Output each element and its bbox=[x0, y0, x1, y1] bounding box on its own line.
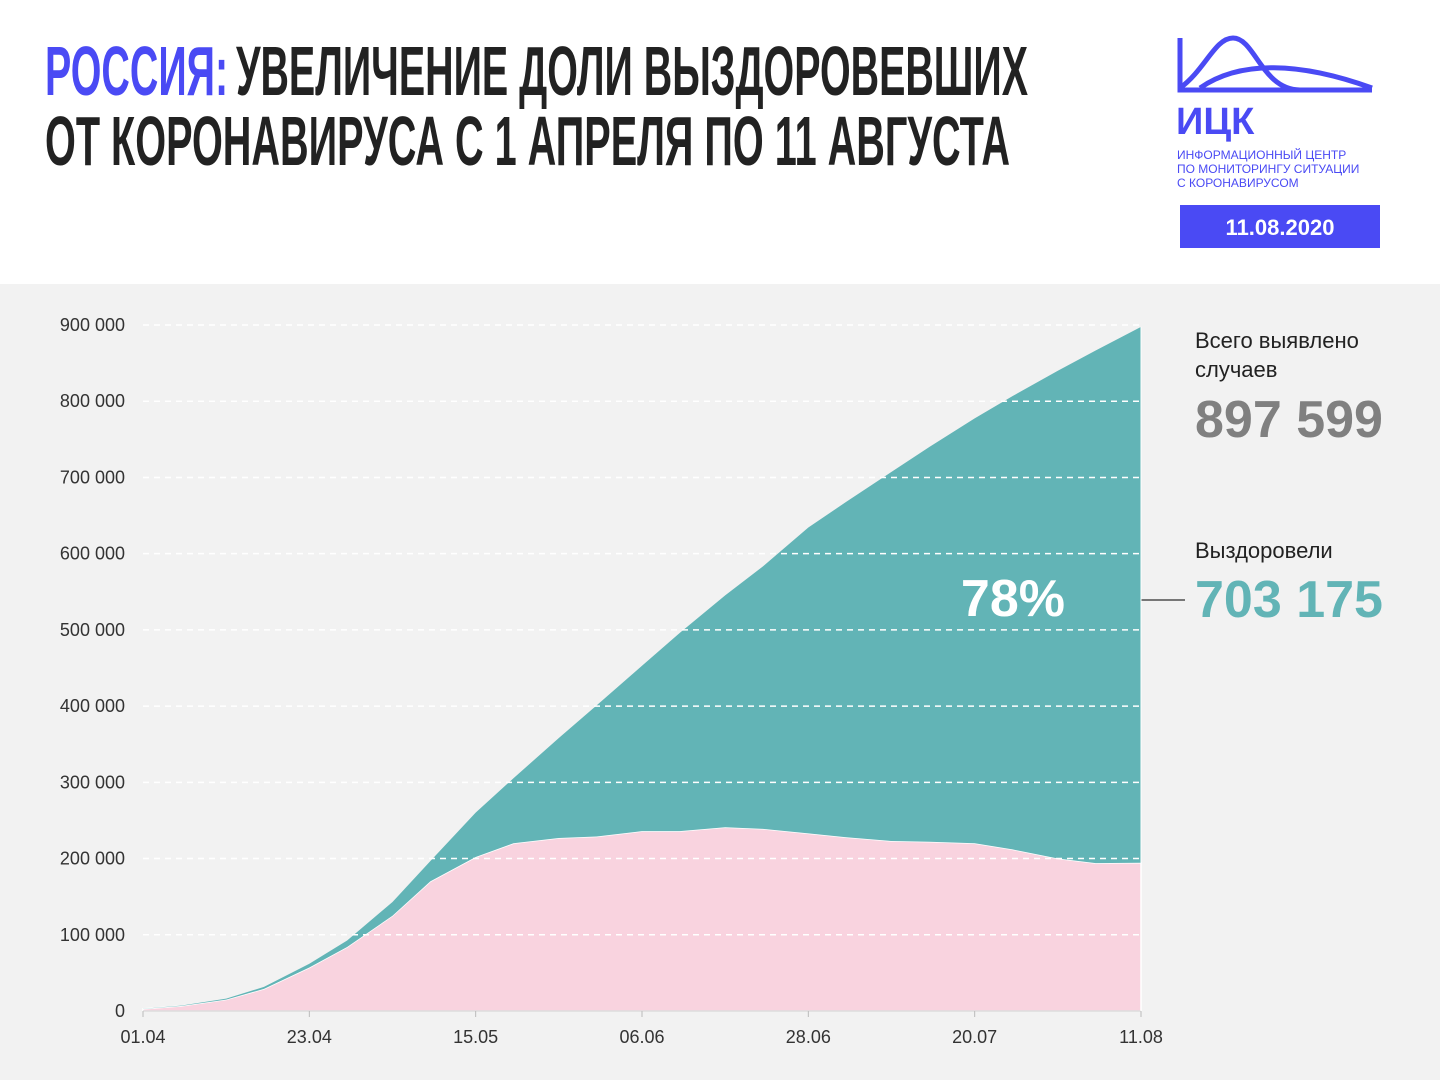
logo-caption: ПО МОНИТОРИНГУ СИТУАЦИИ bbox=[1177, 162, 1359, 176]
x-tick-label: 11.08 bbox=[1119, 1027, 1163, 1047]
annotation: Всего выявлено bbox=[1195, 328, 1359, 353]
logo-mark bbox=[1177, 35, 1373, 93]
x-tick-label: 06.06 bbox=[619, 1027, 664, 1047]
annotation: случаев bbox=[1195, 357, 1277, 382]
y-tick-label: 600 000 bbox=[60, 544, 125, 564]
title-line: ОТ КОРОНАВИРУСА С 1 АПРЕЛЯ ПО 11 АВГУСТА bbox=[45, 102, 1010, 180]
x-tick-label: 15.05 bbox=[453, 1027, 498, 1047]
y-tick-label: 400 000 bbox=[60, 696, 125, 716]
y-tick-label: 500 000 bbox=[60, 620, 125, 640]
recovered-value: 703 175 bbox=[1195, 571, 1383, 629]
logo-caption: С КОРОНАВИРУСОМ bbox=[1177, 176, 1299, 190]
date-badge bbox=[1180, 205, 1380, 248]
title-highlight: РОССИЯ: bbox=[45, 32, 228, 110]
y-tick-label: 700 000 bbox=[60, 467, 125, 487]
y-tick-label: 0 bbox=[115, 1001, 125, 1021]
title-line: УВЕЛИЧЕНИЕ ДОЛИ ВЫЗДОРОВЕВШИХ bbox=[236, 32, 1028, 110]
area bbox=[143, 326, 1141, 1009]
y-tick-label: 100 000 bbox=[60, 925, 125, 945]
legend-label: Выздоровели bbox=[1195, 538, 1333, 563]
plot: 0 100 000 200 000 300 000 400 000 500 000 600 … bbox=[60, 315, 1163, 1047]
x-tick-label: 28.06 bbox=[786, 1027, 831, 1047]
date-text: 11.08.2020 bbox=[1226, 215, 1335, 240]
y-tick-label: 300 000 bbox=[60, 772, 125, 792]
chart-title: РОССИЯ:УВЕЛИЧЕНИЕ ДОЛИ ВЫЗДОРОВЕВШИХ bbox=[45, 32, 1028, 110]
logo-text: ИЦК bbox=[1176, 101, 1255, 143]
total-value: 897 599 bbox=[1195, 391, 1383, 449]
logo-caption: ИНФОРМАЦИОННЫЙ ЦЕНТР bbox=[1177, 147, 1346, 162]
y-tick-label: 200 000 bbox=[60, 849, 125, 869]
y-tick-label: 800 000 bbox=[60, 391, 125, 411]
y-tick-label: 900 000 bbox=[60, 315, 125, 335]
x-tick-label: 01.04 bbox=[120, 1027, 165, 1047]
x-tick-label: 23.04 bbox=[287, 1027, 332, 1047]
x-tick-label: 20.07 bbox=[952, 1027, 997, 1047]
share-label: 78% bbox=[961, 570, 1065, 628]
